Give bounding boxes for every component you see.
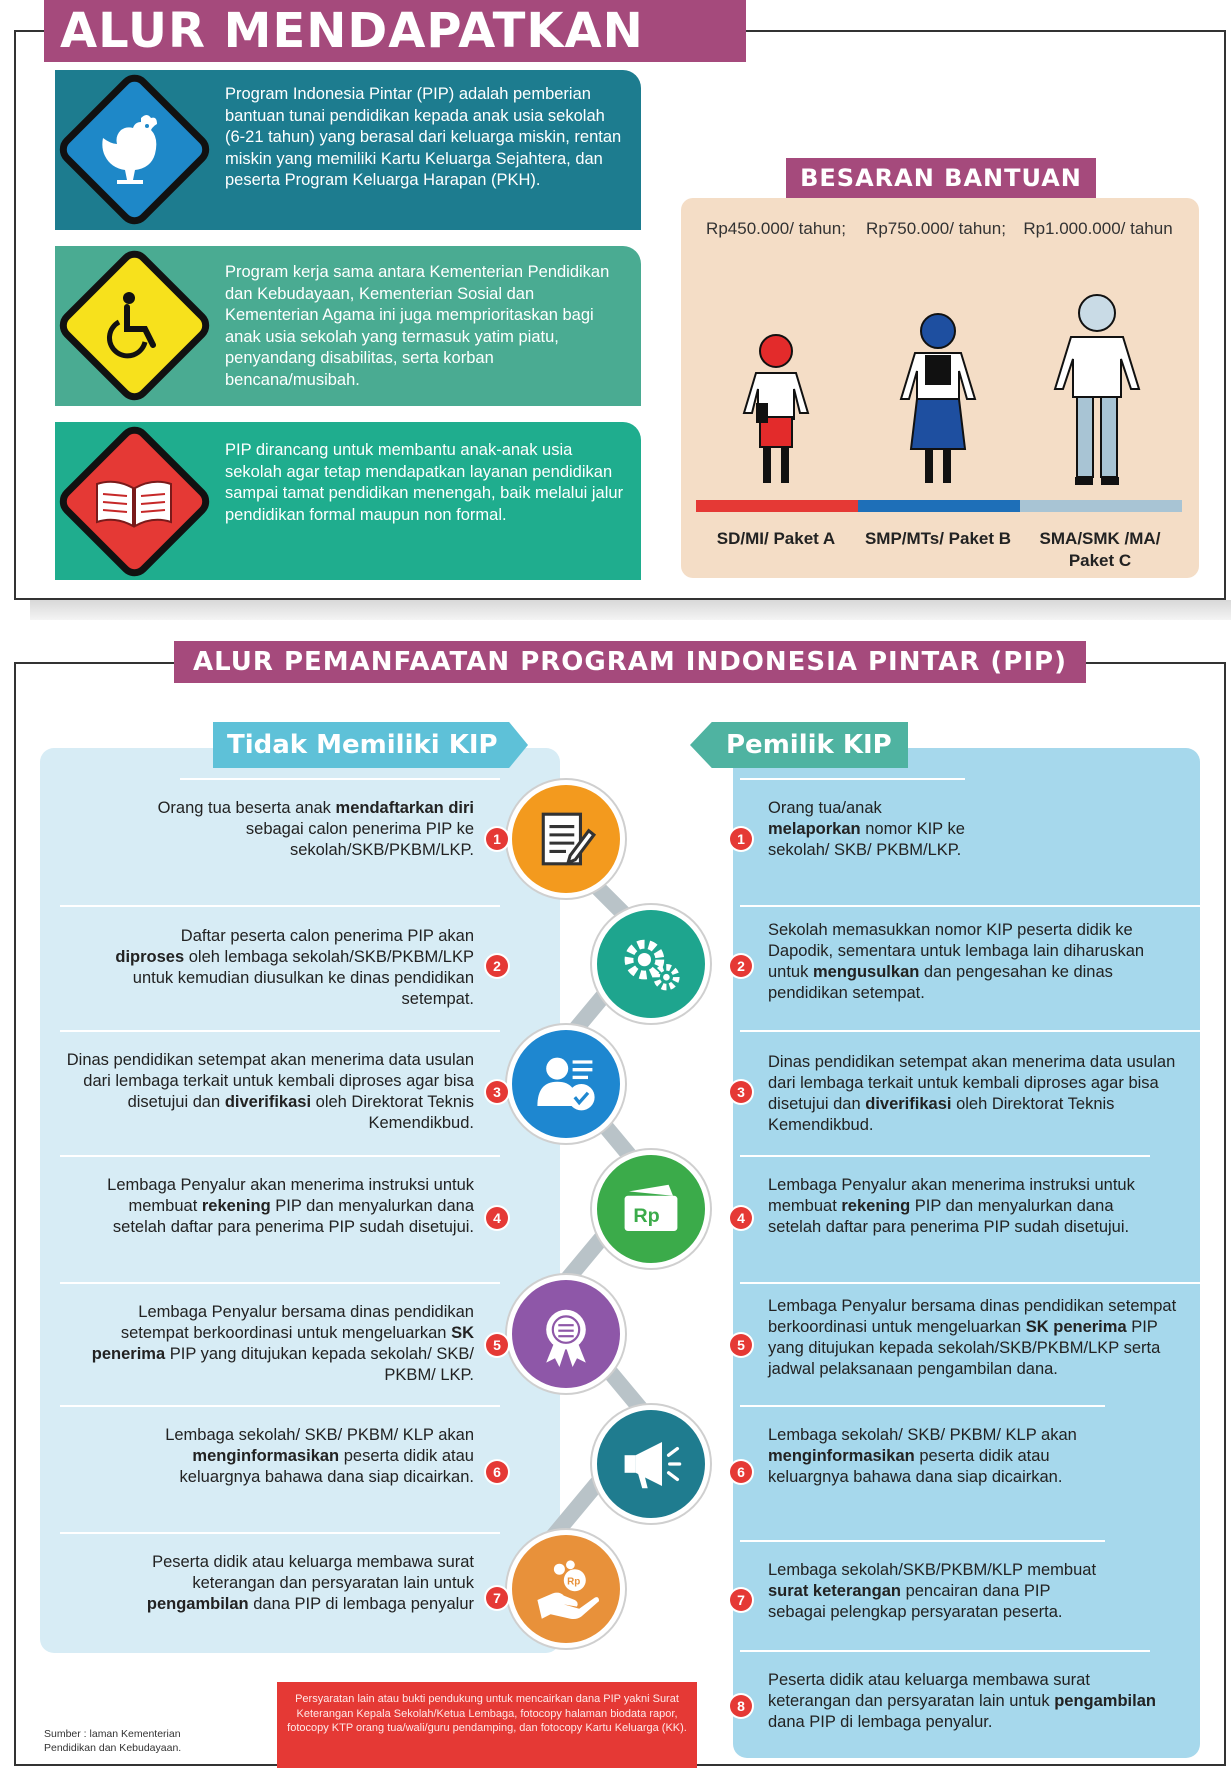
wheelchair-icon (107, 292, 156, 359)
student-smp-figure (899, 313, 977, 483)
section1-title: ALUR MENDAPATKAN PIP (44, 0, 746, 121)
level-bar-sma (1020, 500, 1182, 512)
source-credit: Sumber : laman Kementerian Pendidikan da… (44, 1728, 182, 1754)
wallet-icon: Rp (624, 1184, 678, 1231)
step-circle-4: Rp (592, 1150, 710, 1268)
right-step-4-number: 4 (730, 1207, 752, 1229)
step-circle-6 (592, 1405, 710, 1523)
step-circle-1 (507, 780, 625, 898)
left-separator (60, 1405, 500, 1407)
right-separator (740, 1282, 1200, 1284)
book-icon (96, 480, 172, 528)
step-circle-7: Rp (507, 1530, 625, 1648)
left-separator (60, 1155, 500, 1157)
level-sma: SMA/SMK /MA/ Paket C (1039, 529, 1161, 570)
right-step-8-text: Peserta didik atau keluarga membawa sura… (768, 1671, 1156, 1731)
rooster-icon (102, 115, 157, 184)
left-step-3-text: Dinas pendidikan setempat akan menerima … (66, 1051, 474, 1132)
left-step-4-text: Lembaga Penyalur akan menerima instruksi… (107, 1176, 474, 1236)
info-text-1: Program Indonesia Pintar (PIP) adalah pe… (225, 85, 622, 189)
right-separator (740, 778, 965, 780)
step-circle-2 (592, 905, 710, 1023)
right-step-3-number: 3 (730, 1081, 752, 1103)
certificate-icon (546, 1309, 586, 1367)
section1-shadow (30, 600, 1231, 620)
hand-money-icon: Rp (537, 1560, 599, 1619)
level-bar-smp (858, 500, 1020, 512)
step-circle-3 (507, 1025, 625, 1143)
gears-icon (624, 939, 680, 991)
right-step-5-number: 5 (730, 1334, 752, 1356)
amount-sma: Rp1.000.000/ tahun (1023, 219, 1173, 238)
left-step-6-text: Lembaga sekolah/ SKB/ PKBM/ KLP akan men… (165, 1426, 474, 1486)
right-step-2-text: Sekolah memasukkan nomor KIP peserta did… (768, 921, 1145, 1002)
wallet-label: Rp (633, 1205, 659, 1227)
right-step-2-number: 2 (730, 955, 752, 977)
left-step-7-number: 7 (486, 1587, 508, 1609)
left-step-6-number: 6 (486, 1461, 508, 1483)
amount-sd: Rp450.000/ tahun; (706, 219, 846, 238)
level-bar-sd (696, 500, 858, 512)
left-separator (60, 1282, 500, 1284)
right-separator (740, 1405, 1105, 1407)
left-separator (60, 1532, 500, 1534)
level-sd: SD/MI/ Paket A (716, 529, 836, 548)
info-box-1: Program Indonesia Pintar (PIP) adalah pe… (53, 68, 641, 231)
right-step-1-number: 1 (730, 828, 752, 850)
section2-title: ALUR PEMANFAATAN PROGRAM INDONESIA PINTA… (174, 641, 1086, 683)
left-step-5-number: 5 (486, 1334, 508, 1356)
level-smp: SMP/MTs/ Paket B (864, 529, 1012, 548)
left-step-2-text: Daftar peserta calon penerima PIP akan d… (115, 927, 474, 1008)
amount-smp: Rp750.000/ tahun; (866, 219, 1006, 238)
form-icon (541, 812, 597, 866)
requirements-note: Persyaratan lain atau bukti pendukung un… (277, 1682, 697, 1768)
megaphone-icon (624, 1442, 682, 1489)
right-separator (740, 905, 1200, 907)
student-sd-figure (742, 334, 810, 483)
coin-label: Rp (567, 1577, 580, 1588)
right-separator (740, 1650, 1150, 1652)
right-separator (740, 1540, 1105, 1542)
left-step-3-number: 3 (486, 1081, 508, 1103)
right-separator (740, 1030, 1200, 1032)
left-step-1-text: Orang tua beserta anak mendaftarkan diri… (157, 799, 474, 859)
left-step-1-number: 1 (486, 828, 508, 850)
info-text-3: PIP dirancang untuk membantu anak-anak u… (225, 441, 624, 524)
left-step-7-text: Peserta didik atau keluarga membawa sura… (146, 1553, 474, 1613)
right-step-7-number: 7 (730, 1589, 752, 1611)
besaran-title: BESARAN BANTUAN (786, 158, 1096, 198)
header-kip-owner: Pemilik KIP (690, 722, 908, 768)
right-step-8-number: 8 (730, 1695, 752, 1717)
left-separator (60, 1030, 500, 1032)
student-sma-figure (1053, 294, 1141, 485)
right-step-3-text: Dinas pendidikan setempat akan menerima … (768, 1053, 1176, 1134)
info-text-2: Program kerja sama antara Kementerian Pe… (225, 263, 610, 389)
left-step-4-number: 4 (486, 1207, 508, 1229)
user-check-icon (537, 1057, 595, 1111)
left-step-2-number: 2 (486, 955, 508, 977)
info-box-3: PIP dirancang untuk membantu anak-anak u… (53, 420, 641, 583)
left-separator (180, 778, 500, 780)
right-panel (733, 748, 1200, 1758)
left-step-5-text: Lembaga Penyalur bersama dinas pendidika… (91, 1303, 474, 1384)
right-separator (740, 1155, 1150, 1157)
left-separator (60, 905, 500, 907)
right-step-6-text: Lembaga sekolah/ SKB/ PKBM/ KLP akan men… (768, 1426, 1077, 1486)
right-step-4-text: Lembaga Penyalur akan menerima instruksi… (768, 1176, 1135, 1236)
right-step-7-text: Lembaga sekolah/SKB/PKBM/KLP membuat sur… (768, 1561, 1097, 1621)
right-step-6-number: 6 (730, 1461, 752, 1483)
header-no-kip: Tidak Memiliki KIP (213, 722, 528, 768)
right-step-1-text: Orang tua/anak melaporkan nomor KIP ke s… (768, 799, 965, 859)
besaran-panel: Rp450.000/ tahun; Rp750.000/ tahun; Rp1.… (681, 198, 1199, 578)
step-circle-5 (507, 1275, 625, 1393)
left-panel (40, 748, 560, 1653)
right-step-5-text: Lembaga Penyalur bersama dinas pendidika… (768, 1297, 1177, 1378)
info-box-2: Program kerja sama antara Kementerian Pe… (53, 244, 641, 407)
